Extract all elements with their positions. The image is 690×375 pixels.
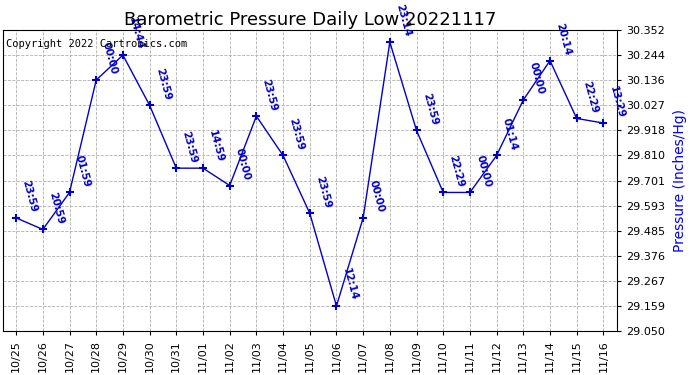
Text: 23:59: 23:59 [314, 175, 332, 209]
Text: 14:44: 14:44 [127, 16, 146, 51]
Text: 00:00: 00:00 [527, 61, 546, 96]
Text: 23:14: 23:14 [394, 3, 412, 38]
Text: 01:14: 01:14 [501, 117, 519, 151]
Text: 12:14: 12:14 [341, 267, 359, 302]
Text: 23:59: 23:59 [154, 67, 172, 101]
Y-axis label: Pressure (Inches/Hg): Pressure (Inches/Hg) [673, 109, 687, 252]
Text: 00:00: 00:00 [234, 147, 252, 182]
Text: 14:59: 14:59 [207, 129, 226, 164]
Text: 23:59: 23:59 [421, 92, 439, 126]
Text: 23:59: 23:59 [287, 117, 306, 151]
Text: 20:14: 20:14 [554, 22, 573, 57]
Text: 13:29: 13:29 [608, 84, 626, 119]
Text: 22:29: 22:29 [581, 80, 599, 114]
Text: 23:59: 23:59 [20, 179, 39, 214]
Text: 23:59: 23:59 [181, 129, 199, 164]
Text: 00:00: 00:00 [100, 41, 119, 76]
Text: 22:29: 22:29 [447, 154, 466, 188]
Text: Copyright 2022 Cartronics.com: Copyright 2022 Cartronics.com [6, 39, 187, 49]
Title: Barometric Pressure Daily Low 20221117: Barometric Pressure Daily Low 20221117 [124, 10, 496, 28]
Text: 00:00: 00:00 [474, 154, 493, 188]
Text: 01:59: 01:59 [74, 154, 92, 188]
Text: 23:59: 23:59 [261, 78, 279, 112]
Text: 20:59: 20:59 [47, 191, 65, 225]
Text: 00:00: 00:00 [367, 179, 386, 214]
